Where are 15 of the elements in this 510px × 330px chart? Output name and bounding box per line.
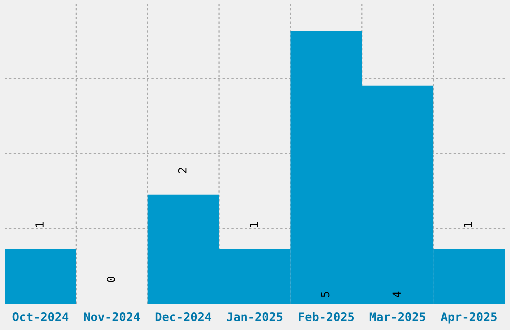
x-tick-label: Nov-2024 [84, 312, 140, 322]
x-tick-label: Dec-2024 [156, 312, 212, 322]
x-tick-label: Mar-2025 [370, 312, 426, 322]
x-tick-label: Jan-2025 [227, 312, 283, 322]
data-label: 1 [250, 222, 258, 228]
data-label: 0 [106, 277, 116, 282]
data-label: 5 [321, 292, 330, 298]
data-label: 1 [464, 222, 472, 228]
data-label: 1 [36, 222, 44, 228]
bar [5, 249, 76, 304]
x-tick-label: Feb-2025 [299, 312, 354, 322]
x-tick-label: Apr-2025 [441, 312, 497, 324]
data-label: 4 [392, 292, 401, 298]
data-label: 2 [178, 168, 187, 174]
x-tick-label: Oct-2024 [12, 312, 69, 322]
